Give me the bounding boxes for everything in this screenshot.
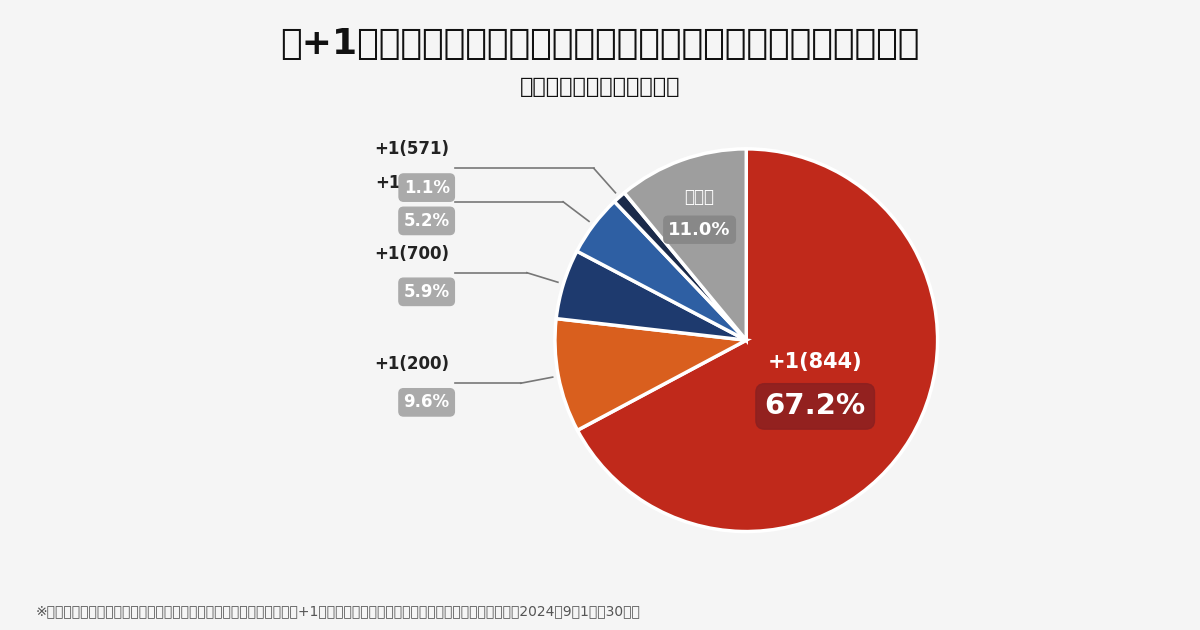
Text: ※トビラシステムズの迷惑電話対策サービス利用端末で着信した、「+1」で始まる国際電話番号からの着信件数。集計期間：2024年9月1日〜30日。: ※トビラシステムズの迷惑電話対策サービス利用端末で着信した、「+1」で始まる国際… <box>36 605 641 619</box>
Text: 5.9%: 5.9% <box>403 283 450 301</box>
Text: （トビラシステムズ調べ）: （トビラシステムズ調べ） <box>520 77 680 97</box>
Wedge shape <box>577 202 746 340</box>
Wedge shape <box>554 319 746 430</box>
Text: 1.1%: 1.1% <box>403 178 450 197</box>
Wedge shape <box>614 193 746 340</box>
Text: 67.2%: 67.2% <box>764 392 865 420</box>
Text: その他: その他 <box>685 188 715 206</box>
Text: +1(200): +1(200) <box>374 355 450 373</box>
Text: +1(855): +1(855) <box>374 174 450 192</box>
Wedge shape <box>556 251 746 340</box>
Text: 「+1」で始まる国際電話番号からの着信件数　番号帯別の割合: 「+1」で始まる国際電話番号からの着信件数 番号帯別の割合 <box>281 27 919 61</box>
Wedge shape <box>577 149 937 532</box>
Text: 5.2%: 5.2% <box>403 212 450 230</box>
Text: +1(700): +1(700) <box>374 244 450 263</box>
Text: 11.0%: 11.0% <box>668 220 731 239</box>
Text: +1(844): +1(844) <box>768 352 863 372</box>
Text: 9.6%: 9.6% <box>403 393 450 411</box>
Wedge shape <box>624 149 746 340</box>
Text: +1(571): +1(571) <box>374 140 450 158</box>
